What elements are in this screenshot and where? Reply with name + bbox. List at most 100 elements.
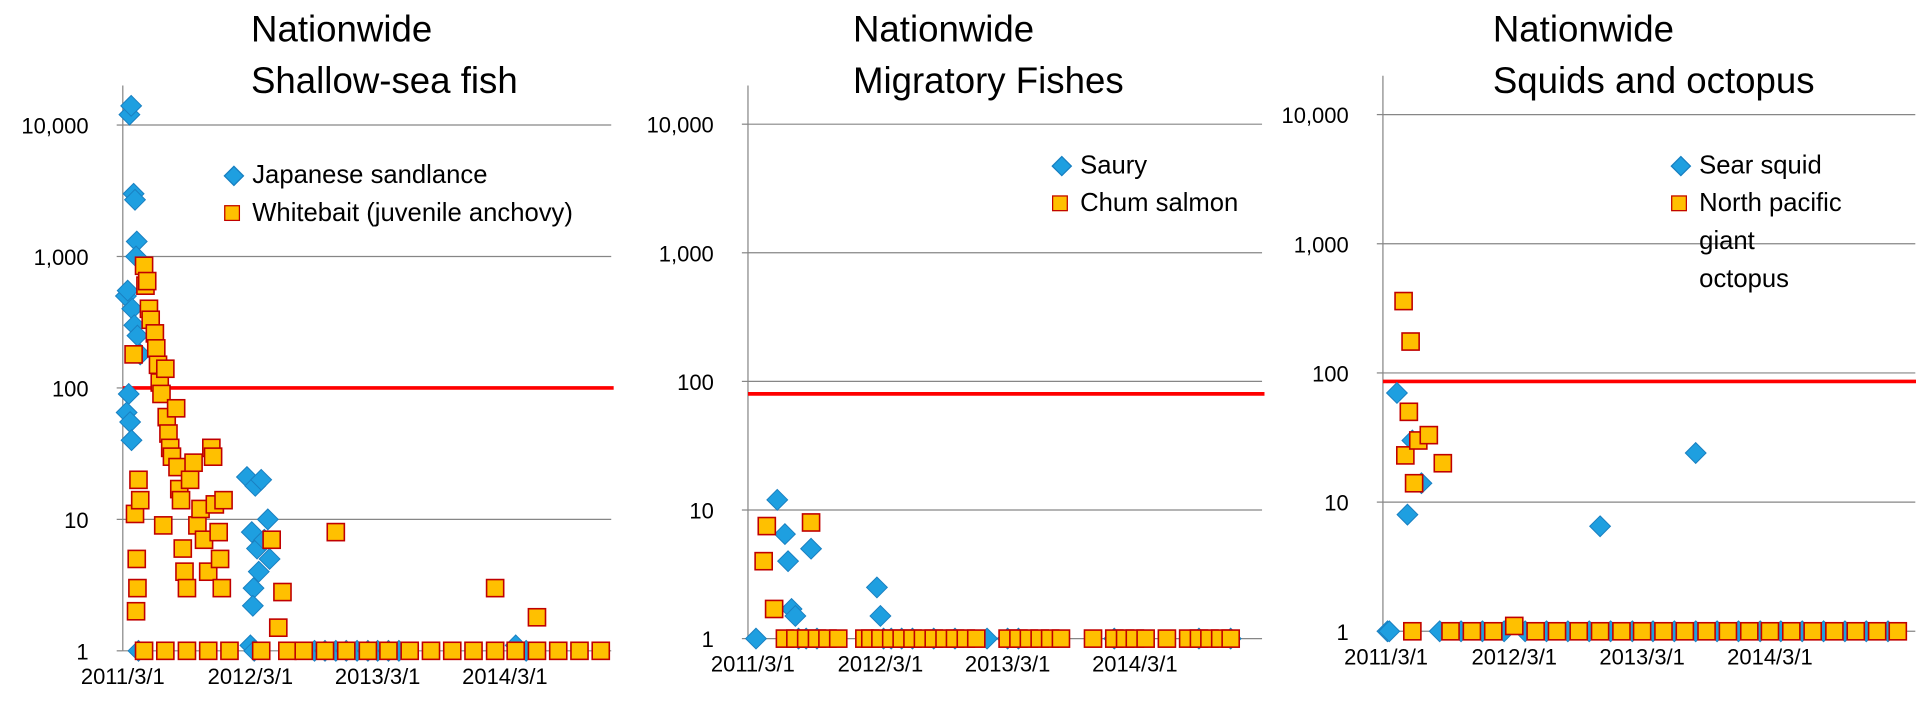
data-point <box>464 641 483 661</box>
data-point <box>1051 629 1071 648</box>
data-point <box>485 641 505 661</box>
x-tick-label: 2014/3/1 <box>462 664 548 689</box>
x-tick-label: 2012/3/1 <box>838 652 924 677</box>
data-point <box>1589 515 1612 538</box>
data-point <box>799 537 823 560</box>
chart-title: Nationwide <box>853 9 1034 50</box>
data-point <box>294 641 314 661</box>
data-point <box>1433 453 1453 473</box>
data-point <box>1083 629 1103 648</box>
legend-marker <box>220 194 252 232</box>
data-point <box>1846 621 1866 641</box>
data-point <box>240 521 263 544</box>
data-point <box>485 578 505 598</box>
data-point <box>754 551 774 571</box>
data-point <box>220 641 239 661</box>
legend-marker <box>1048 184 1080 222</box>
data-point <box>1569 621 1589 641</box>
legend-label: North pacific giant octopus <box>1699 189 1842 294</box>
legend: Saury Chum salmon <box>1048 147 1292 223</box>
y-tick-label: 1 <box>1337 620 1349 645</box>
legend-swatch <box>1051 155 1073 177</box>
data-point <box>273 582 292 602</box>
data-point <box>1504 616 1524 636</box>
legend-marker <box>1048 147 1080 185</box>
data-point <box>137 271 157 291</box>
x-tick-label: 2013/3/1 <box>1599 644 1685 669</box>
y-tick-label: 10 <box>689 499 713 524</box>
legend-label: Whitebait (juvenile anchovy) <box>252 199 573 228</box>
data-point <box>421 641 441 661</box>
data-point <box>1462 621 1482 641</box>
data-point <box>155 641 175 661</box>
data-point <box>262 530 282 550</box>
data-point <box>757 516 777 536</box>
legend-item: Whitebait (juvenile anchovy) <box>220 194 660 232</box>
y-tick-label: 100 <box>677 370 714 395</box>
data-point <box>773 522 796 546</box>
data-point <box>527 641 547 661</box>
data-point <box>1483 621 1503 641</box>
data-point <box>1221 629 1241 648</box>
data-point <box>171 490 191 510</box>
data-point <box>120 94 143 117</box>
data-point <box>128 578 147 598</box>
data-point <box>152 384 171 404</box>
data-point <box>250 468 273 491</box>
legend-swatch <box>224 205 241 222</box>
data-point <box>247 560 270 583</box>
legend-item: Sear squid <box>1667 147 1850 185</box>
data-point <box>442 641 462 661</box>
legend-marker <box>220 156 252 194</box>
data-point <box>1888 621 1908 641</box>
data-point <box>1632 621 1652 641</box>
x-tick-label: 2011/3/1 <box>81 664 165 689</box>
x-tick-label: 2014/3/1 <box>1727 644 1813 669</box>
legend-box: Saury Chum salmon <box>1048 147 1292 223</box>
y-tick-label: 100 <box>1312 361 1349 386</box>
data-point <box>966 629 986 648</box>
data-point <box>1697 621 1716 641</box>
data-point <box>400 641 420 661</box>
data-point <box>527 607 547 627</box>
data-point <box>155 359 175 379</box>
legend: Japanese sandlance Whitebait (juvenile an… <box>220 156 660 232</box>
data-point <box>764 599 784 619</box>
data-point <box>116 279 139 302</box>
data-point <box>548 641 568 661</box>
data-point <box>1419 425 1439 445</box>
data-point <box>1675 621 1695 641</box>
chart-title: Shallow-sea fish <box>251 60 518 101</box>
data-point <box>241 594 264 617</box>
data-point <box>506 641 526 661</box>
data-point <box>1825 621 1844 641</box>
data-point <box>1396 446 1415 465</box>
data-point <box>146 339 166 358</box>
legend-label: Japanese sandlance <box>252 161 488 190</box>
data-point <box>744 627 768 650</box>
data-point <box>1378 620 1401 643</box>
data-point <box>1590 621 1610 641</box>
data-point <box>251 641 271 661</box>
legend-swatch <box>1671 195 1687 212</box>
data-point <box>1547 621 1567 641</box>
data-point <box>214 490 233 510</box>
data-point <box>591 641 611 661</box>
data-point <box>1739 621 1759 641</box>
data-point <box>120 429 143 452</box>
data-point <box>1404 473 1424 493</box>
x-tick-label: 2012/3/1 <box>1472 644 1558 669</box>
chart-title: Squids and octopus <box>1493 60 1815 101</box>
y-tick-label: 1,000 <box>659 241 714 266</box>
data-point <box>1803 621 1823 641</box>
data-point <box>1718 621 1738 641</box>
data-point <box>570 641 589 661</box>
data-point <box>124 345 143 364</box>
legend-swatch <box>223 165 245 187</box>
legend-label: Chum salmon <box>1080 189 1239 218</box>
y-tick-label: 10 <box>64 508 88 533</box>
y-tick-label: 100 <box>52 376 89 401</box>
data-point <box>256 508 279 531</box>
data-point <box>278 641 297 661</box>
